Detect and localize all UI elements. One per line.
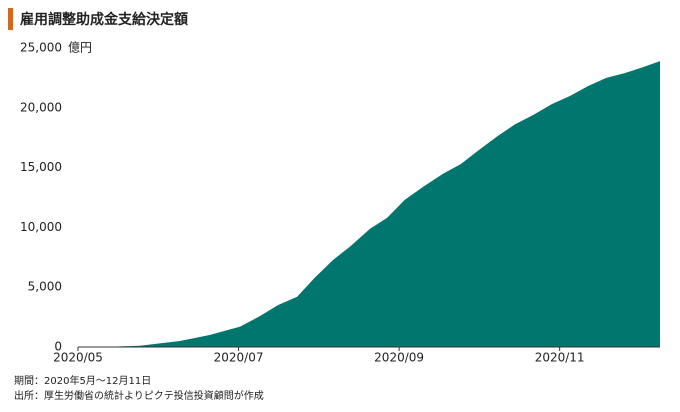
note: 期間：2020年5月～12月11日 xyxy=(14,374,151,387)
x-tick-label: 2020/05 xyxy=(53,351,103,365)
y-tick-label: 5,000 xyxy=(28,280,62,294)
y-tick-label: 10,000 xyxy=(20,220,62,234)
note: 出所：厚生労働省の統計よりピクテ投信投資顧問が作成 xyxy=(14,389,264,402)
x-tick-label: 2020/11 xyxy=(535,351,585,365)
chart-title: 雇用調整助成金支給決定額 xyxy=(20,11,188,28)
y-unit: 億円 xyxy=(68,41,92,55)
y-tick-label: 20,000 xyxy=(20,100,62,114)
x-tick-label: 2020/09 xyxy=(374,351,424,365)
area xyxy=(78,61,660,347)
x-tick-label: 2020/07 xyxy=(214,351,264,365)
y-tick-label: 25,000 xyxy=(20,41,62,55)
title-accent xyxy=(8,8,13,30)
y-tick-label: 15,000 xyxy=(20,160,62,174)
y-tick-label: 0 xyxy=(54,340,62,354)
